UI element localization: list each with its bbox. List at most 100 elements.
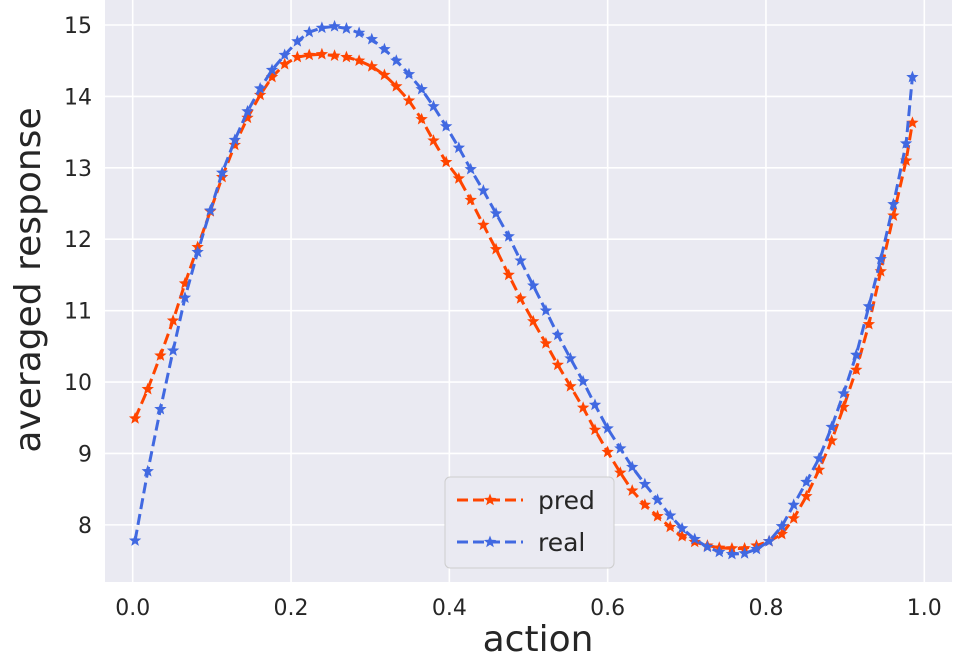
data-point-pred	[638, 498, 652, 511]
data-point-real	[178, 291, 192, 304]
data-point-real	[191, 245, 204, 258]
data-point-pred	[141, 382, 154, 395]
y-tick-label: 8	[78, 514, 92, 539]
data-point-pred	[514, 292, 527, 304]
data-point-real	[241, 104, 254, 117]
data-point-real	[265, 63, 279, 76]
y-tick-label: 11	[64, 300, 92, 325]
data-point-real	[215, 166, 229, 179]
data-point-real	[439, 119, 453, 132]
legend-marker-real	[483, 535, 497, 548]
data-point-real	[564, 351, 577, 364]
legend-item-pred: pred	[457, 486, 595, 515]
data-point-pred	[303, 48, 316, 61]
data-point-pred	[539, 336, 553, 349]
data-point-pred	[850, 363, 863, 376]
data-point-real	[601, 421, 614, 434]
data-point-real	[688, 532, 701, 545]
data-point-real	[340, 22, 353, 34]
data-point-real	[502, 229, 515, 242]
data-point-real	[862, 299, 876, 312]
data-point-real	[402, 67, 416, 80]
data-point-pred	[378, 68, 391, 81]
data-point-real	[514, 254, 527, 266]
data-point-pred	[178, 277, 192, 289]
y-tick-label: 14	[64, 85, 92, 110]
data-point-pred	[439, 155, 453, 168]
data-point-pred	[340, 50, 353, 63]
data-point-real	[527, 279, 540, 291]
data-point-pred	[390, 79, 403, 92]
data-point-real	[204, 204, 217, 216]
y-tick-labels: 8 9 10 11 12 13 14 15	[64, 14, 92, 539]
data-point-real	[291, 34, 304, 47]
data-point-real	[315, 21, 329, 34]
data-point-pred	[614, 466, 627, 478]
data-point-real	[228, 133, 241, 146]
data-point-real	[452, 141, 466, 154]
data-point-real	[303, 25, 316, 38]
data-point-real	[825, 420, 838, 433]
data-point-pred	[787, 511, 800, 524]
data-point-pred	[278, 57, 291, 70]
data-point-pred	[128, 411, 142, 424]
data-point-real	[812, 451, 826, 464]
data-point-real	[775, 519, 788, 532]
data-point-pred	[551, 358, 564, 371]
data-point-real	[850, 348, 863, 361]
data-point-pred	[812, 463, 826, 476]
series-line-real	[133, 24, 914, 556]
data-point-real	[154, 402, 167, 415]
data-point-real	[365, 32, 378, 45]
data-point-pred	[775, 527, 788, 540]
legend-item-real: real	[457, 528, 585, 557]
data-point-pred	[502, 268, 515, 281]
x-tick-label: 0.0	[115, 596, 150, 621]
data-point-pred	[365, 59, 378, 72]
data-point-real	[750, 542, 763, 555]
data-point-pred	[291, 50, 304, 63]
data-point-real	[539, 304, 553, 316]
data-point-real	[352, 26, 366, 39]
data-point-pred	[464, 193, 477, 206]
data-point-real	[477, 184, 490, 196]
data-point-pred	[899, 154, 913, 166]
data-point-pred	[328, 49, 341, 61]
x-tick-labels: 0.0 0.2 0.4 0.6 0.8 1.0	[115, 596, 942, 621]
x-tick-label: 0.4	[432, 596, 467, 621]
data-point-pred	[576, 401, 590, 414]
data-point-real	[427, 99, 440, 112]
data-point-real	[464, 162, 477, 175]
data-point-real	[899, 137, 913, 149]
data-point-pred	[588, 423, 602, 436]
data-point-real	[588, 398, 602, 411]
data-point-pred	[800, 489, 813, 502]
data-point-real	[800, 475, 813, 488]
x-tick-label: 0.8	[748, 596, 783, 621]
series-pred	[128, 47, 919, 554]
data-point-pred	[352, 54, 366, 66]
data-point-pred	[241, 111, 254, 124]
data-point-pred	[906, 116, 919, 129]
data-point-real	[906, 70, 919, 83]
data-point-pred	[664, 520, 677, 533]
data-point-pred	[825, 434, 838, 446]
data-point-real	[664, 509, 677, 521]
data-point-pred	[626, 484, 639, 496]
data-point-pred	[253, 88, 267, 101]
data-point-pred	[527, 314, 540, 327]
data-point-pred	[166, 314, 180, 326]
data-point-real	[378, 42, 391, 55]
data-point-real	[837, 386, 850, 399]
data-point-real	[787, 498, 800, 511]
data-point-real	[713, 545, 726, 558]
data-point-real	[762, 534, 776, 547]
data-point-real	[638, 477, 652, 490]
data-point-pred	[477, 218, 490, 231]
data-point-real	[128, 534, 142, 546]
data-point-real	[576, 374, 590, 387]
data-point-pred	[837, 400, 850, 413]
data-point-pred	[315, 47, 329, 60]
data-point-pred	[154, 349, 167, 361]
